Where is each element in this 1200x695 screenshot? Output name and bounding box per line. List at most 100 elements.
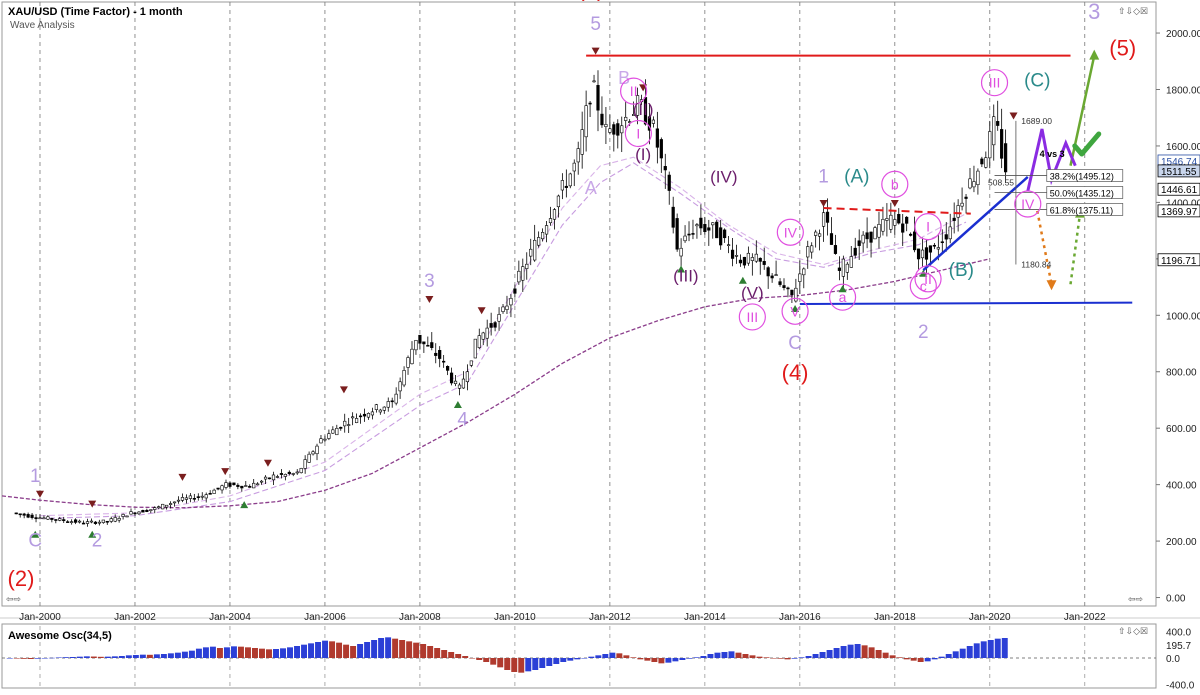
wave-label: II <box>924 271 932 287</box>
candle-body <box>564 185 568 188</box>
candle-body <box>1004 143 1008 173</box>
osc-bar <box>490 658 497 665</box>
scroll-arrows-right[interactable]: ⇦⇨ <box>1128 594 1144 604</box>
candle-body <box>501 306 505 312</box>
wave-label-circle <box>914 265 942 293</box>
x-tick-label: Jan-2018 <box>874 612 916 623</box>
osc-bar <box>202 647 209 658</box>
wave-label: I <box>636 125 640 141</box>
osc-bar <box>882 652 889 658</box>
wave-label: (II) <box>633 100 654 119</box>
candle-body <box>782 285 786 288</box>
candle-body <box>513 288 517 294</box>
candle-body <box>632 114 636 117</box>
osc-bar <box>581 658 588 659</box>
candle-body <box>315 445 319 455</box>
osc-bar <box>27 658 34 659</box>
candle-body <box>465 371 469 383</box>
fractal-marker-down <box>339 386 348 394</box>
candle-body <box>485 327 489 339</box>
candle-body <box>996 121 1000 126</box>
osc-bar <box>413 642 420 658</box>
candle-body <box>667 174 671 191</box>
candle-body <box>125 515 129 518</box>
osc-bar <box>322 640 329 658</box>
osc-bar <box>616 653 623 658</box>
candle-body <box>149 509 153 511</box>
candle-body <box>540 232 545 240</box>
osc-bar <box>609 652 616 658</box>
candle-body <box>944 234 948 240</box>
time-axis: Jan-2000 Jan-2002 Jan-2004 Jan-2006 Jan-2008… <box>19 612 1106 623</box>
candle-body <box>806 246 810 258</box>
candle-body <box>604 124 608 128</box>
candle-body <box>244 485 248 487</box>
candle-body <box>723 229 727 239</box>
price-marker-box <box>1157 182 1200 196</box>
candle-body <box>287 471 291 474</box>
chart-window-controls[interactable]: ⇧⇩◇☒ <box>1118 6 1149 16</box>
osc-bar <box>6 658 13 659</box>
osc-bar <box>441 650 448 658</box>
osc-bar <box>223 647 230 658</box>
oscillator-window-controls[interactable]: ⇧⇩◇☒ <box>1118 626 1149 636</box>
fib-label: 38.2%(1495.12) <box>1050 172 1114 182</box>
wave-label: (I) <box>635 145 651 164</box>
osc-bar <box>952 651 959 658</box>
candle-body <box>260 480 264 483</box>
osc-bar <box>111 656 118 658</box>
fractal-marker-down <box>263 459 272 467</box>
scroll-arrows-left[interactable]: ⇦⇨ <box>6 594 22 604</box>
x-tick-label: Jan-2010 <box>494 612 536 623</box>
osc-bar <box>637 658 644 660</box>
wave-label: III <box>747 309 759 325</box>
osc-bar <box>20 658 27 659</box>
candle-body <box>679 247 683 257</box>
candle-body <box>576 148 580 163</box>
candle-body <box>307 453 311 463</box>
candle-body <box>893 219 897 226</box>
candle-body <box>232 482 236 486</box>
y-tick-label: 800.00 <box>1166 368 1197 379</box>
osc-bar <box>560 658 567 662</box>
osc-bar <box>896 657 903 658</box>
wave-label-circle <box>776 218 804 246</box>
candle-body <box>600 113 604 126</box>
osc-bar <box>826 650 833 658</box>
candle-body <box>161 503 165 510</box>
candle-body <box>544 225 549 235</box>
osc-bar <box>469 658 476 659</box>
osc-bar <box>385 637 392 658</box>
osc-bar <box>273 649 279 658</box>
price-marker-label: 1196.71 <box>1161 256 1197 267</box>
candle-body <box>988 131 992 159</box>
wave-label-circle <box>828 283 857 311</box>
candle-body <box>584 105 588 138</box>
osc-bar <box>875 650 882 658</box>
candle-body <box>438 350 442 359</box>
candle-body <box>370 411 375 416</box>
candle-body <box>984 157 988 168</box>
fib-label: 61.8%(1375.11) <box>1050 205 1113 215</box>
candle-body <box>434 352 438 356</box>
candle-body <box>924 247 929 260</box>
candle-body <box>382 406 386 411</box>
candle-body <box>505 305 509 310</box>
candle-body <box>730 249 735 259</box>
osc-bar <box>791 658 798 659</box>
candle-body <box>675 218 679 250</box>
osc-bar <box>588 656 595 658</box>
candle-body <box>93 521 97 524</box>
osc-bar <box>153 654 160 658</box>
wave-label: C <box>28 531 42 552</box>
candle-body <box>762 261 766 265</box>
osc-bar <box>350 646 357 658</box>
osc-bar <box>34 658 41 659</box>
osc-axis-label: 400.0 <box>1166 627 1191 638</box>
osc-bar <box>76 656 83 658</box>
fractal-marker-up <box>453 400 462 408</box>
line-proj-green-dotted <box>1069 213 1082 285</box>
x-tick-label: Jan-2008 <box>399 612 441 623</box>
candle-body <box>85 521 90 524</box>
